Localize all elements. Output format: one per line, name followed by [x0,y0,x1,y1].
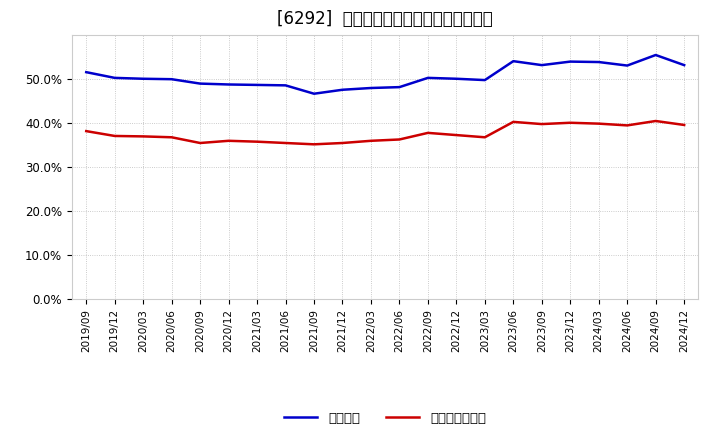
固定比率 [509,59,518,64]
固定比率 [82,70,91,75]
固定比率 [196,81,204,86]
固定比率 [366,85,375,91]
固定長期適合率 [623,123,631,128]
固定長期適合率 [452,132,461,138]
Line: 固定長期適合率: 固定長期適合率 [86,121,684,144]
固定比率 [253,82,261,88]
固定長期適合率 [253,139,261,144]
固定長期適合率 [225,138,233,143]
固定比率 [623,63,631,68]
固定長期適合率 [680,122,688,128]
固定比率 [338,87,347,92]
固定比率 [537,62,546,68]
固定比率 [595,59,603,65]
固定比率 [139,76,148,81]
固定長期適合率 [566,120,575,125]
固定長期適合率 [196,140,204,146]
固定長期適合率 [509,119,518,125]
Title: [6292]  固定比率、固定長期適合率の推移: [6292] 固定比率、固定長期適合率の推移 [277,10,493,28]
固定比率 [652,52,660,58]
固定比率 [566,59,575,64]
Legend: 固定比率, 固定長期適合率: 固定比率, 固定長期適合率 [279,406,491,430]
固定長期適合率 [423,130,432,136]
固定比率 [282,83,290,88]
固定長期適合率 [282,140,290,146]
固定長期適合率 [480,135,489,140]
固定比率 [310,91,318,96]
固定長期適合率 [338,140,347,146]
固定長期適合率 [82,128,91,134]
固定比率 [423,75,432,81]
固定比率 [480,77,489,83]
固定長期適合率 [537,121,546,127]
Line: 固定比率: 固定比率 [86,55,684,94]
固定比率 [110,75,119,81]
固定長期適合率 [652,118,660,124]
固定長期適合率 [395,137,404,142]
固定比率 [680,62,688,68]
固定比率 [167,77,176,82]
固定長期適合率 [366,138,375,143]
固定比率 [395,84,404,90]
固定比率 [225,82,233,87]
固定長期適合率 [110,133,119,139]
固定長期適合率 [139,134,148,139]
固定長期適合率 [167,135,176,140]
固定比率 [452,76,461,81]
固定長期適合率 [595,121,603,126]
固定長期適合率 [310,142,318,147]
